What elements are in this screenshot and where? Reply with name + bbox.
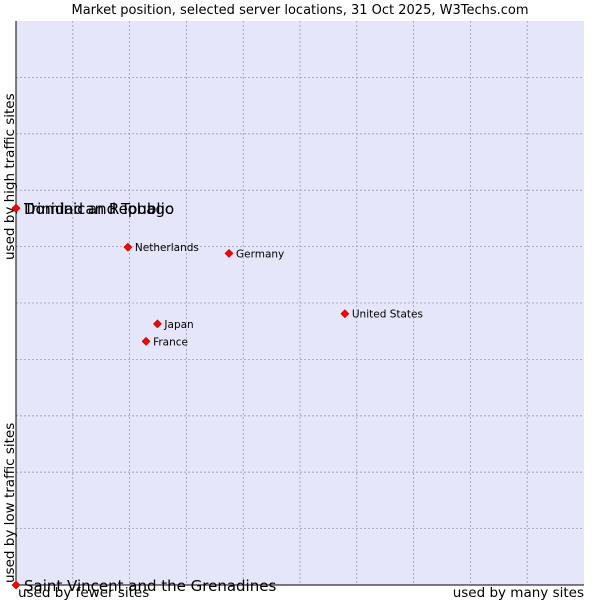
- point-label-france: France: [153, 336, 188, 348]
- point-marker-netherlands: [123, 242, 133, 252]
- axes: [15, 21, 584, 586]
- point-label-trinidad-and-tobago: Trinidad and Tobago: [23, 200, 174, 218]
- point-marker-saint-vincent-and-the-grenadines: [11, 580, 21, 590]
- y-axis-label-top: used by high traffic sites: [2, 93, 18, 260]
- point-marker-france: [141, 336, 151, 346]
- point-marker-germany: [224, 248, 234, 258]
- point-label-dominican-republic: Dominican Republic: [24, 200, 173, 218]
- point-label-germany: Germany: [236, 248, 284, 260]
- x-axis-label-right: used by many sites: [453, 585, 584, 600]
- point-label-united-states: United States: [352, 309, 423, 321]
- point-marker-united-states: [340, 309, 350, 319]
- point-label-netherlands: Netherlands: [135, 242, 199, 254]
- point-label-saint-vincent-and-the-grenadines: Saint Vincent and the Grenadines: [24, 577, 276, 595]
- point-marker-japan: [153, 319, 162, 329]
- grid-lines: [16, 21, 584, 585]
- x-axis-label-left: used by fewer sites: [18, 585, 149, 600]
- point-label-japan: Japan: [163, 319, 193, 331]
- point-marker-trinidad-and-tobago: [11, 203, 21, 213]
- chart-title: Market position, selected server locatio…: [71, 3, 528, 18]
- y-axis-label-bottom: used by low traffic sites: [2, 423, 18, 583]
